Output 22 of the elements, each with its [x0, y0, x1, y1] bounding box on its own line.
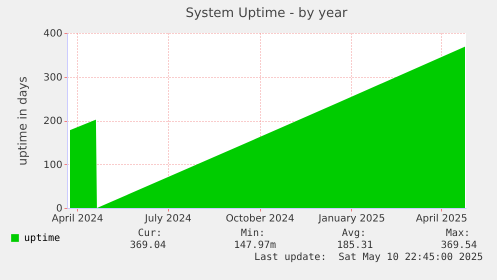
x-tick-label: April 2024 [52, 214, 104, 224]
text: 369.04 [130, 240, 166, 251]
x-tick-label: July 2024 [144, 214, 192, 224]
legend-label: uptime [24, 233, 60, 244]
y-tick-label: 400 [43, 28, 62, 40]
text: Avg: [342, 228, 366, 239]
text: 369.54 [440, 240, 477, 251]
x-tick-label: October 2024 [226, 214, 294, 224]
text: 185.31 [336, 240, 373, 251]
x-tick-label: April 2025 [416, 214, 468, 224]
y-axis-title: uptime in days [15, 76, 30, 166]
x-tick-label: January 2025 [318, 214, 386, 224]
text: Max: [446, 228, 470, 239]
y-tick-label: 300 [43, 72, 62, 84]
text: 147.97m [234, 240, 276, 251]
text: Min: [240, 228, 265, 239]
chart-title: System Uptime - by year [186, 6, 348, 21]
y-tick-label: 100 [43, 160, 62, 171]
y-tick-label: 200 [43, 116, 62, 127]
text: Cur: [138, 228, 162, 239]
y-tick-label: 0 [56, 204, 62, 214]
text: Last update: Sat May 10 22:45:00 2025 [254, 252, 483, 263]
